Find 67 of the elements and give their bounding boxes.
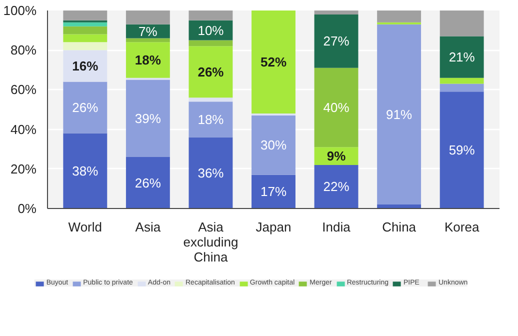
data-label: 9% bbox=[326, 148, 346, 164]
bar bbox=[252, 115, 296, 175]
bar bbox=[314, 10, 358, 14]
y-tick-label: 0% bbox=[18, 201, 37, 216]
bar bbox=[188, 98, 233, 102]
bar bbox=[377, 10, 422, 22]
bar bbox=[63, 10, 108, 20]
data-label: 18% bbox=[134, 52, 162, 68]
data-label: 26% bbox=[198, 64, 224, 80]
x-tick-label: Asia excluding China bbox=[183, 220, 238, 264]
data-label: 91% bbox=[386, 106, 413, 122]
bar bbox=[440, 92, 484, 208]
data-label: 36% bbox=[198, 165, 224, 180]
bar bbox=[440, 10, 484, 36]
bar bbox=[188, 102, 233, 138]
y-tick-label: 40% bbox=[10, 122, 37, 137]
bar bbox=[63, 34, 108, 42]
data-label: 10% bbox=[198, 22, 224, 38]
x-tick-label: Japan bbox=[256, 220, 292, 234]
data-label: 22% bbox=[323, 179, 350, 194]
bar bbox=[440, 78, 484, 84]
bar bbox=[188, 40, 233, 46]
x-tick-label: India bbox=[322, 220, 352, 234]
data-label: 38% bbox=[72, 163, 99, 178]
data-label: 26% bbox=[72, 100, 99, 116]
bar bbox=[252, 10, 296, 114]
x-tick-label: Korea bbox=[444, 220, 480, 234]
data-label: 59% bbox=[448, 142, 476, 158]
data-label: 40% bbox=[323, 100, 350, 116]
bar bbox=[63, 22, 108, 26]
data-label: 21% bbox=[448, 50, 476, 65]
data-label: 27% bbox=[323, 34, 350, 49]
bar bbox=[314, 14, 358, 68]
data-label: 17% bbox=[260, 184, 287, 200]
x-tick-label: China bbox=[382, 220, 417, 234]
bar bbox=[188, 46, 233, 98]
bar bbox=[126, 38, 170, 42]
bar bbox=[314, 68, 358, 148]
data-label: 7% bbox=[138, 24, 158, 39]
bar bbox=[63, 82, 108, 134]
y-tick-label: 20% bbox=[10, 161, 37, 176]
y-tick-label: 80% bbox=[10, 42, 37, 58]
bar bbox=[63, 133, 108, 208]
data-label: 52% bbox=[260, 54, 287, 70]
data-label: 30% bbox=[260, 138, 287, 153]
bar bbox=[252, 174, 296, 208]
bar bbox=[188, 137, 233, 208]
bar bbox=[188, 10, 233, 20]
bar bbox=[377, 24, 422, 205]
bar bbox=[440, 36, 484, 78]
bar bbox=[314, 164, 358, 208]
y-tick-label: 60% bbox=[10, 82, 37, 98]
data-label: 18% bbox=[198, 112, 224, 127]
bar bbox=[440, 84, 484, 92]
y-tick-label: 100% bbox=[3, 3, 37, 18]
bar bbox=[126, 42, 170, 78]
data-label: 16% bbox=[72, 58, 99, 74]
bar bbox=[63, 42, 108, 50]
bar bbox=[126, 80, 170, 158]
bar bbox=[63, 26, 108, 34]
bar bbox=[63, 50, 108, 82]
bar bbox=[126, 10, 170, 24]
bar bbox=[126, 157, 170, 208]
x-tick-label: Asia bbox=[135, 220, 162, 234]
data-label: 39% bbox=[134, 110, 162, 126]
x-tick-label: World bbox=[68, 220, 102, 234]
data-label: 26% bbox=[134, 175, 162, 190]
